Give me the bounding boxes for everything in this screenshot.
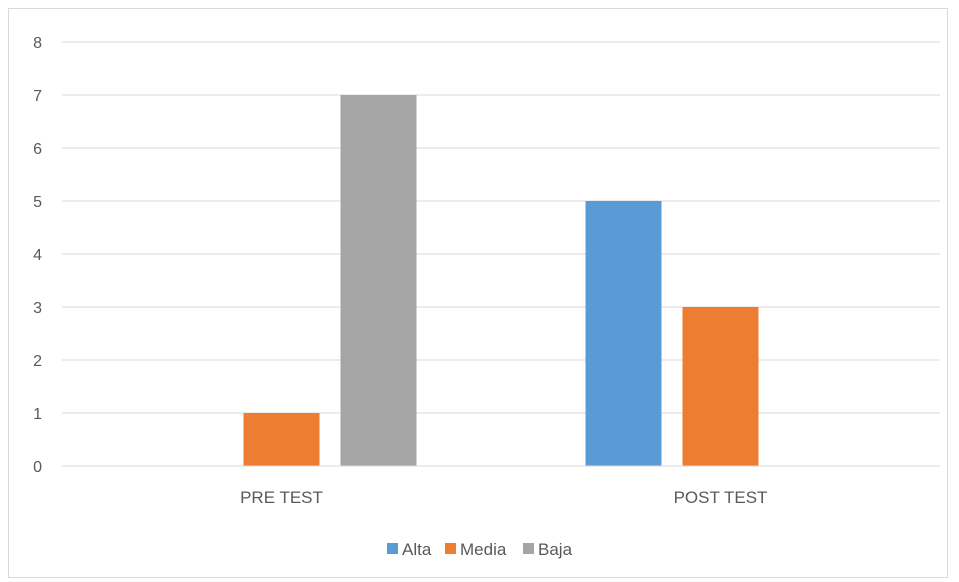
legend-item-media: Media <box>445 540 507 559</box>
legend-swatch <box>523 543 534 554</box>
y-tick-label: 4 <box>33 247 42 264</box>
y-tick-label: 2 <box>33 353 42 370</box>
y-tick-label: 6 <box>33 141 42 158</box>
y-tick-label: 5 <box>33 194 42 211</box>
y-axis-ticks: 0 1 2 3 4 5 6 7 8 <box>33 35 42 476</box>
x-axis-categories: PRE TEST POST TEST <box>240 488 767 507</box>
bars <box>243 95 759 466</box>
y-tick-label: 8 <box>33 35 42 52</box>
y-tick-label: 0 <box>33 459 42 476</box>
bar-media-pre-test <box>243 413 320 466</box>
bar-media-post-test <box>682 307 759 466</box>
gridlines <box>62 41 940 414</box>
bar-alta-post-test <box>585 201 662 466</box>
legend-label: Alta <box>402 540 432 559</box>
legend-label: Baja <box>538 540 573 559</box>
x-category-label: POST TEST <box>674 488 768 507</box>
bar-baja-pre-test <box>340 95 417 466</box>
legend-item-baja: Baja <box>523 540 573 559</box>
legend: Alta Media Baja <box>387 540 573 559</box>
legend-label: Media <box>460 540 507 559</box>
legend-item-alta: Alta <box>387 540 432 559</box>
legend-swatch <box>445 543 456 554</box>
legend-swatch <box>387 543 398 554</box>
y-tick-label: 1 <box>33 406 42 423</box>
y-tick-label: 7 <box>33 88 42 105</box>
chart-frame <box>8 8 948 578</box>
x-category-label: PRE TEST <box>240 488 323 507</box>
y-tick-label: 3 <box>33 300 42 317</box>
